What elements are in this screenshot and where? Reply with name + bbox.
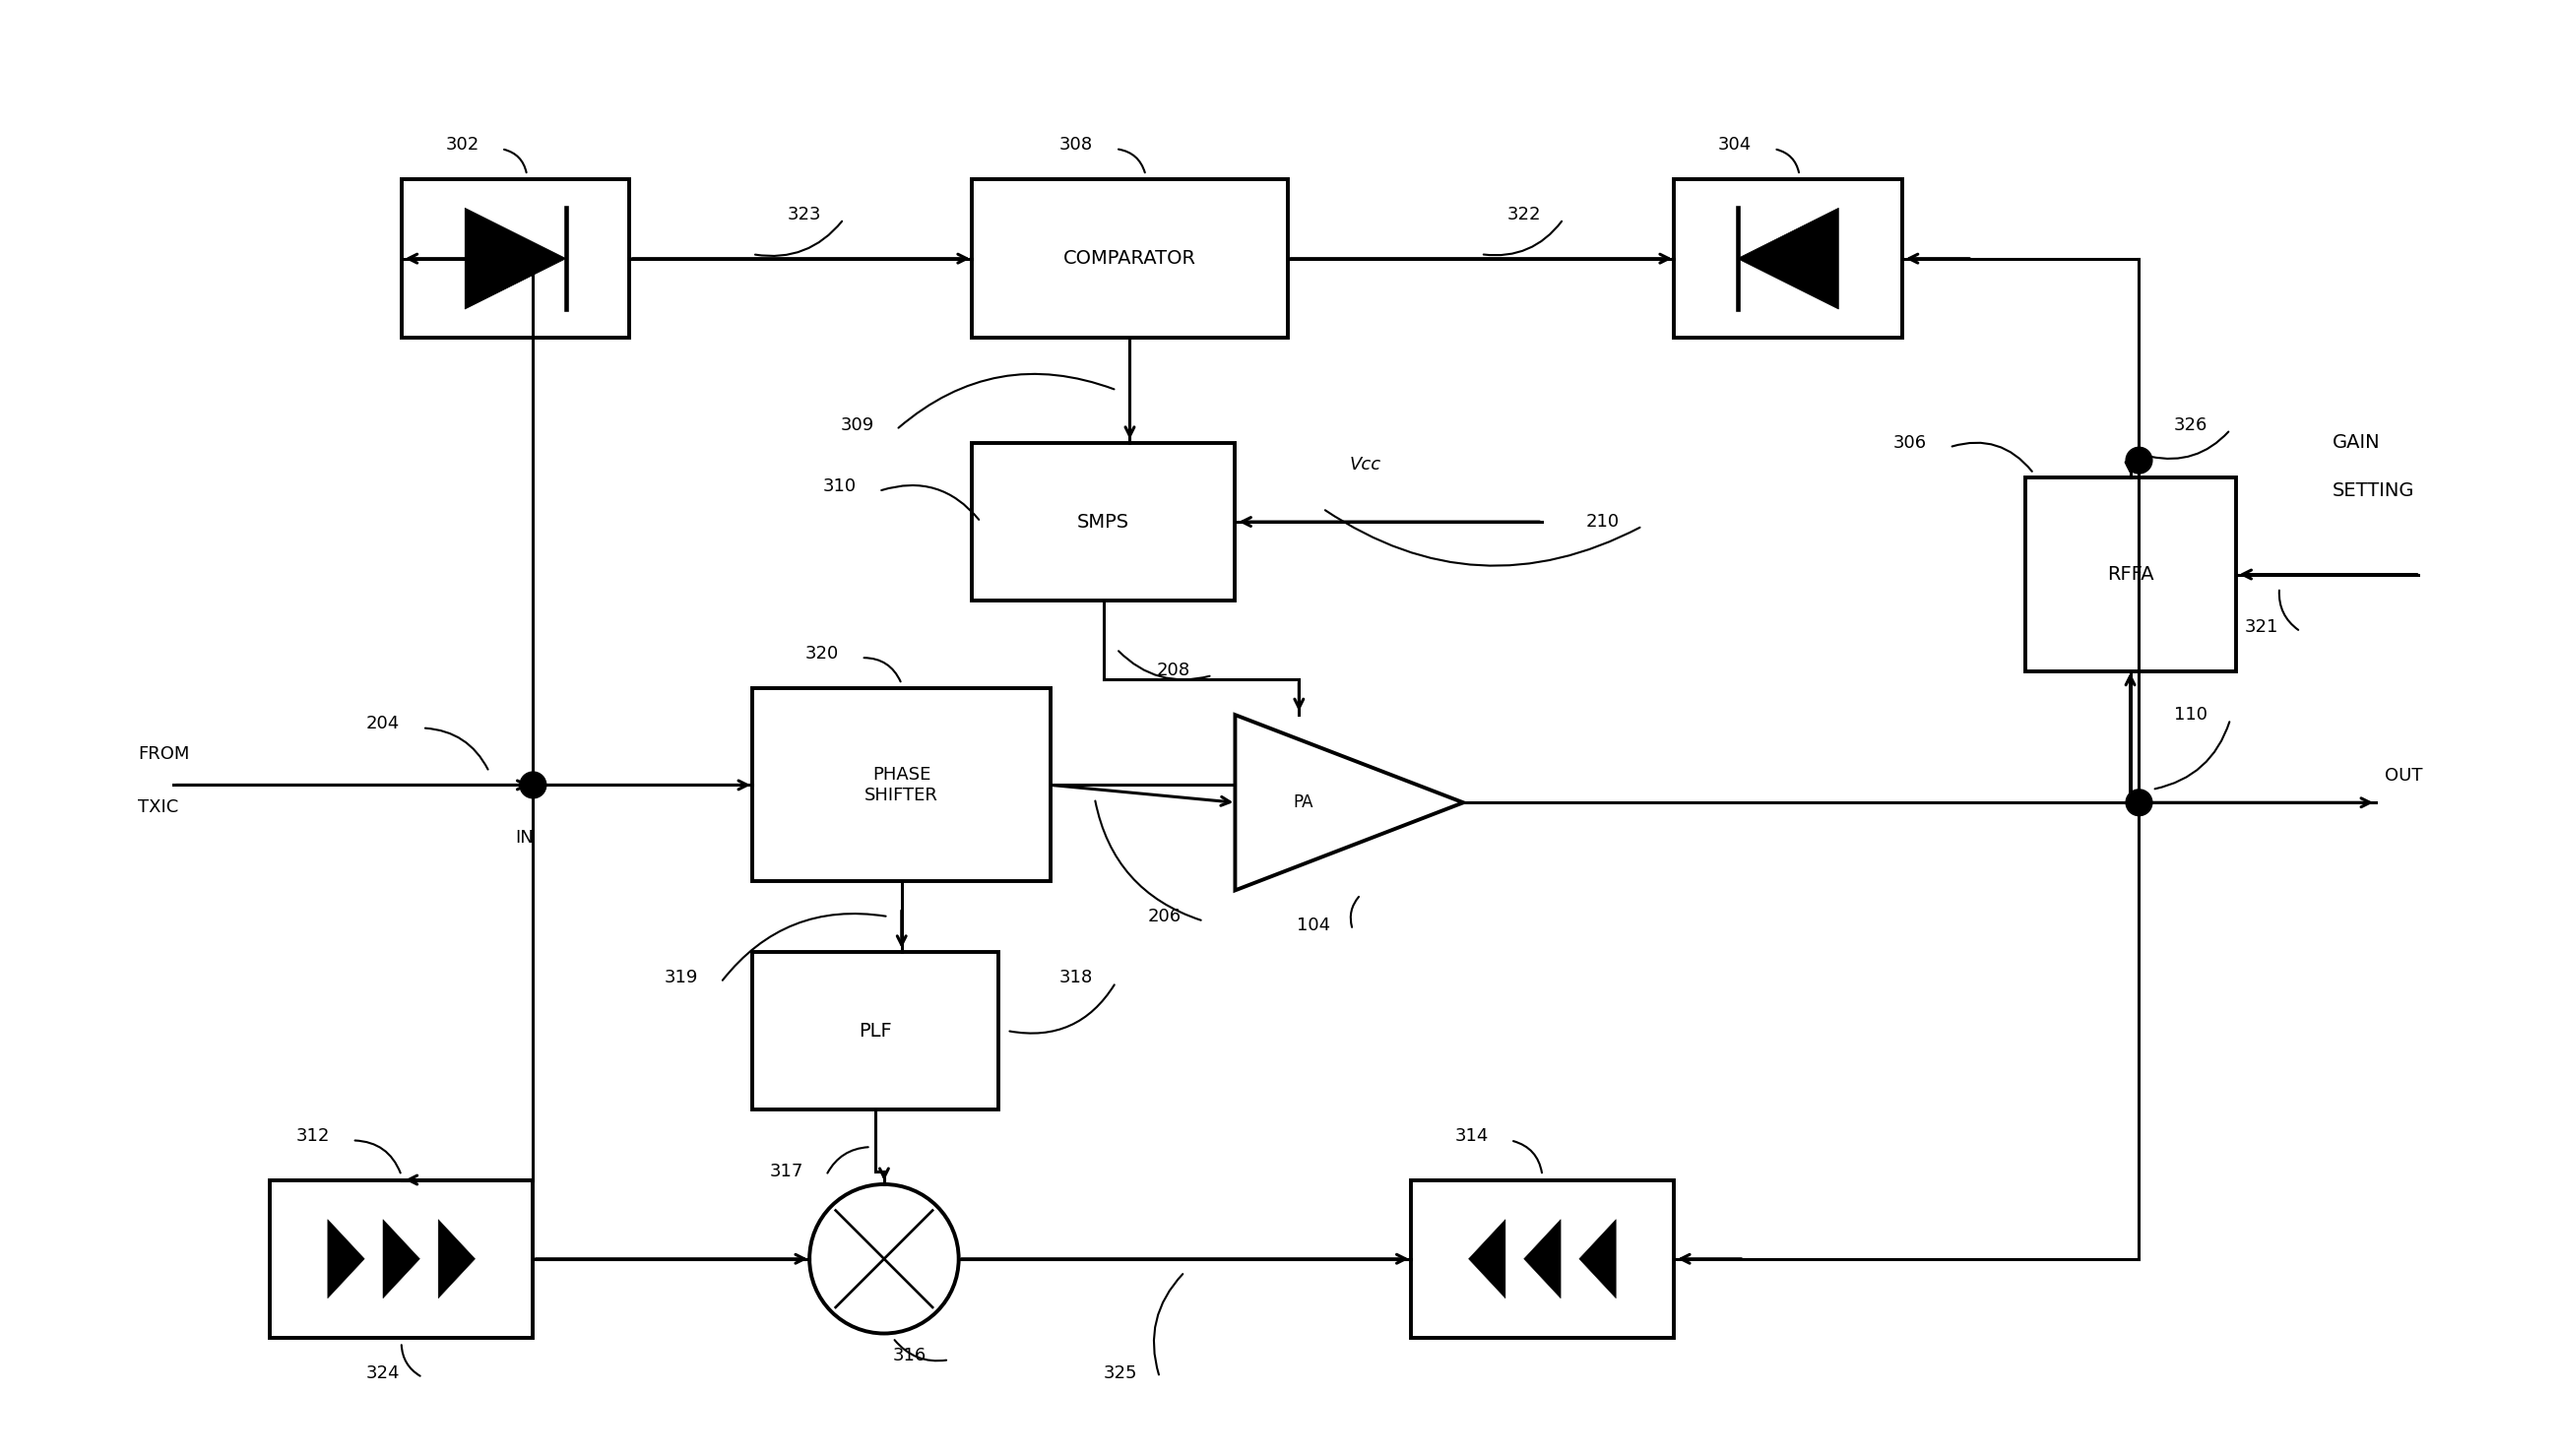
Polygon shape (327, 1219, 366, 1299)
Text: 302: 302 (445, 135, 478, 153)
Text: Vcc: Vcc (1348, 456, 1381, 473)
Text: TXIC: TXIC (138, 798, 179, 815)
Text: 309: 309 (839, 416, 875, 434)
Text: SETTING: SETTING (2333, 480, 2415, 499)
Text: 322: 322 (1507, 205, 1540, 223)
Text: 318: 318 (1059, 970, 1092, 987)
Bar (1409, 1179, 1673, 1338)
Circle shape (2126, 447, 2151, 473)
Text: 206: 206 (1149, 907, 1182, 926)
Text: PHASE
SHIFTER: PHASE SHIFTER (865, 766, 939, 804)
Text: PLF: PLF (859, 1021, 893, 1040)
Text: 208: 208 (1156, 662, 1189, 680)
Text: 308: 308 (1059, 135, 1092, 153)
Text: GAIN: GAIN (2333, 432, 2379, 451)
Polygon shape (1578, 1219, 1617, 1299)
Bar (752, 952, 998, 1109)
Polygon shape (1737, 208, 1839, 309)
Polygon shape (1468, 1219, 1507, 1299)
Polygon shape (384, 1219, 420, 1299)
Text: 110: 110 (2174, 706, 2208, 724)
Text: FROM: FROM (138, 745, 189, 763)
Text: COMPARATOR: COMPARATOR (1064, 249, 1197, 268)
Text: 319: 319 (665, 970, 698, 987)
Polygon shape (466, 208, 565, 309)
Bar (972, 443, 1236, 601)
Text: 316: 316 (893, 1347, 926, 1364)
Text: IN: IN (514, 828, 535, 846)
Bar (2026, 478, 2236, 671)
Bar (1673, 179, 1903, 338)
Text: 321: 321 (2243, 619, 2279, 636)
Text: 210: 210 (1586, 513, 1619, 530)
Text: SMPS: SMPS (1077, 513, 1131, 531)
Text: 317: 317 (770, 1162, 803, 1179)
Polygon shape (1525, 1219, 1560, 1299)
Text: 310: 310 (824, 478, 857, 495)
Text: 326: 326 (2174, 416, 2208, 434)
Text: 304: 304 (1719, 135, 1752, 153)
Bar (402, 179, 629, 338)
Text: 204: 204 (366, 715, 399, 732)
Bar (752, 689, 1051, 881)
Text: 312: 312 (297, 1127, 330, 1144)
Text: PA: PA (1294, 794, 1315, 811)
Text: RFFA: RFFA (2108, 565, 2154, 584)
Text: 306: 306 (1893, 434, 1926, 451)
Text: 324: 324 (366, 1364, 399, 1382)
Bar (972, 179, 1287, 338)
Text: 314: 314 (1456, 1127, 1489, 1144)
Text: 104: 104 (1297, 916, 1330, 935)
Polygon shape (437, 1219, 476, 1299)
Circle shape (2126, 789, 2151, 815)
Text: 325: 325 (1102, 1364, 1138, 1382)
Bar (269, 1179, 532, 1338)
Text: OUT: OUT (2384, 767, 2422, 785)
Text: 320: 320 (806, 645, 839, 662)
Text: 323: 323 (788, 205, 821, 223)
Circle shape (519, 772, 547, 798)
